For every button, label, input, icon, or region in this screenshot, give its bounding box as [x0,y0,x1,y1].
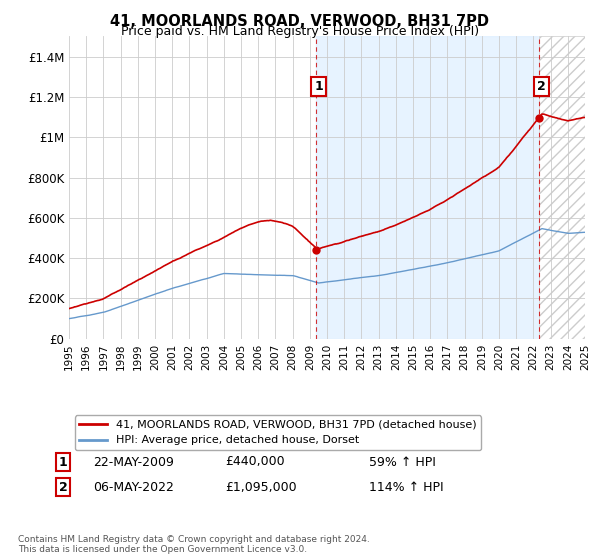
Text: 114% ↑ HPI: 114% ↑ HPI [369,480,443,494]
Bar [316,36,539,339]
Text: Contains HM Land Registry data © Crown copyright and database right 2024.
This d: Contains HM Land Registry data © Crown c… [18,535,370,554]
Text: 1: 1 [314,80,323,94]
Bar [539,36,585,339]
Text: 2: 2 [59,480,67,494]
Text: 06-MAY-2022: 06-MAY-2022 [93,480,174,494]
Text: £1,095,000: £1,095,000 [225,480,296,494]
Text: 1: 1 [59,455,67,469]
Text: 59% ↑ HPI: 59% ↑ HPI [369,455,436,469]
Legend: 41, MOORLANDS ROAD, VERWOOD, BH31 7PD (detached house), HPI: Average price, deta: 41, MOORLANDS ROAD, VERWOOD, BH31 7PD (d… [74,416,481,450]
Text: 2: 2 [538,80,546,94]
Text: £440,000: £440,000 [225,455,284,469]
Bar [539,36,585,339]
Text: Price paid vs. HM Land Registry's House Price Index (HPI): Price paid vs. HM Land Registry's House … [121,25,479,38]
Text: 22-MAY-2009: 22-MAY-2009 [93,455,174,469]
Text: 41, MOORLANDS ROAD, VERWOOD, BH31 7PD: 41, MOORLANDS ROAD, VERWOOD, BH31 7PD [110,14,490,29]
